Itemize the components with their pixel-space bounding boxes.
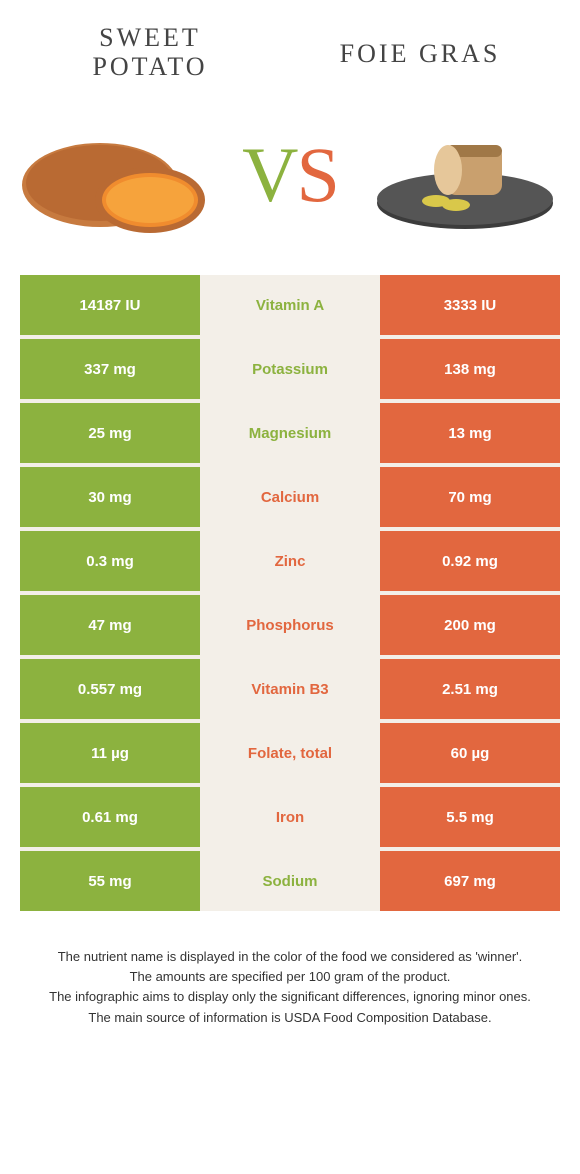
titles-row: SWEET POTATO FOIE GRAS bbox=[20, 24, 560, 91]
left-value: 47 mg bbox=[20, 595, 200, 655]
footer-line: The nutrient name is displayed in the co… bbox=[30, 947, 550, 967]
right-value: 138 mg bbox=[380, 339, 560, 399]
foie-gras-image bbox=[370, 105, 560, 245]
infographic-container: SWEET POTATO FOIE GRAS VS bbox=[0, 0, 580, 1048]
left-value: 0.557 mg bbox=[20, 659, 200, 719]
table-row: 25 mgMagnesium13 mg bbox=[20, 403, 560, 463]
footer-line: The main source of information is USDA F… bbox=[30, 1008, 550, 1028]
footer-notes: The nutrient name is displayed in the co… bbox=[30, 947, 550, 1028]
footer-line: The amounts are specified per 100 gram o… bbox=[30, 967, 550, 987]
right-value: 0.92 mg bbox=[380, 531, 560, 591]
vs-label: VS bbox=[242, 130, 338, 220]
right-value: 70 mg bbox=[380, 467, 560, 527]
right-food-title: FOIE GRAS bbox=[310, 24, 530, 81]
right-value: 697 mg bbox=[380, 851, 560, 911]
table-row: 0.61 mgIron5.5 mg bbox=[20, 787, 560, 847]
left-value: 0.61 mg bbox=[20, 787, 200, 847]
left-value: 25 mg bbox=[20, 403, 200, 463]
left-food-title: SWEET POTATO bbox=[50, 24, 250, 81]
vs-s: S bbox=[296, 131, 337, 218]
nutrient-name: Phosphorus bbox=[200, 595, 380, 655]
nutrient-name: Iron bbox=[200, 787, 380, 847]
table-row: 47 mgPhosphorus200 mg bbox=[20, 595, 560, 655]
vs-v: V bbox=[242, 131, 296, 218]
nutrient-name: Zinc bbox=[200, 531, 380, 591]
table-row: 30 mgCalcium70 mg bbox=[20, 467, 560, 527]
left-value: 30 mg bbox=[20, 467, 200, 527]
nutrient-name: Vitamin A bbox=[200, 275, 380, 335]
nutrient-name: Sodium bbox=[200, 851, 380, 911]
right-value: 200 mg bbox=[380, 595, 560, 655]
table-row: 55 mgSodium697 mg bbox=[20, 851, 560, 911]
nutrient-table: 14187 IUVitamin A3333 IU337 mgPotassium1… bbox=[20, 275, 560, 911]
right-value: 2.51 mg bbox=[380, 659, 560, 719]
right-value: 5.5 mg bbox=[380, 787, 560, 847]
nutrient-name: Potassium bbox=[200, 339, 380, 399]
nutrient-name: Calcium bbox=[200, 467, 380, 527]
left-value: 55 mg bbox=[20, 851, 200, 911]
right-value: 13 mg bbox=[380, 403, 560, 463]
table-row: 0.557 mgVitamin B32.51 mg bbox=[20, 659, 560, 719]
left-value: 14187 IU bbox=[20, 275, 200, 335]
left-value: 0.3 mg bbox=[20, 531, 200, 591]
hero-row: VS bbox=[20, 91, 560, 275]
footer-line: The infographic aims to display only the… bbox=[30, 987, 550, 1007]
right-value: 60 µg bbox=[380, 723, 560, 783]
table-row: 14187 IUVitamin A3333 IU bbox=[20, 275, 560, 335]
table-row: 11 µgFolate, total60 µg bbox=[20, 723, 560, 783]
left-value: 11 µg bbox=[20, 723, 200, 783]
left-value: 337 mg bbox=[20, 339, 200, 399]
nutrient-name: Folate, total bbox=[200, 723, 380, 783]
nutrient-name: Magnesium bbox=[200, 403, 380, 463]
nutrient-name: Vitamin B3 bbox=[200, 659, 380, 719]
table-row: 0.3 mgZinc0.92 mg bbox=[20, 531, 560, 591]
sweet-potato-image bbox=[20, 105, 210, 245]
right-value: 3333 IU bbox=[380, 275, 560, 335]
table-row: 337 mgPotassium138 mg bbox=[20, 339, 560, 399]
